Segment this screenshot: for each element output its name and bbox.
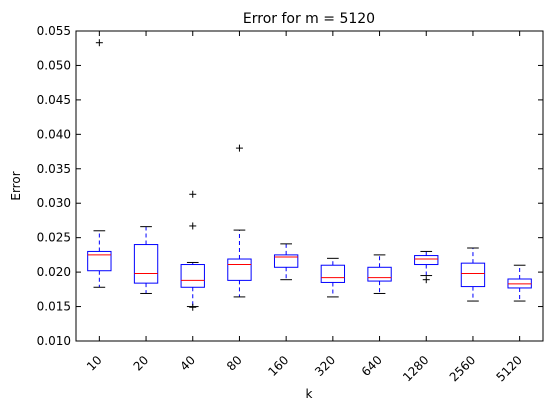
box-160 xyxy=(273,243,299,281)
iqr-box xyxy=(367,266,392,282)
box-40 xyxy=(180,190,205,311)
box-80 xyxy=(227,144,252,298)
outlier-marker xyxy=(422,276,430,284)
x-tick-label: 80 xyxy=(224,353,245,374)
box-320 xyxy=(320,257,346,298)
iqr-box xyxy=(133,244,159,284)
box-series xyxy=(87,39,532,311)
y-tick-label: 0.010 xyxy=(37,334,71,348)
y-tick-label: 0.040 xyxy=(37,127,71,141)
axis-ticks: 0.010 0.015 0.020 0.025 0.030 0.035 0.040 0.045… xyxy=(37,24,543,384)
y-tick-label: 0.055 xyxy=(37,24,71,38)
y-tick-label: 0.035 xyxy=(37,162,71,176)
x-tick-label: 10 xyxy=(84,353,105,374)
iqr-box xyxy=(180,264,205,288)
y-axis-label: Error xyxy=(9,171,23,200)
iqr-box xyxy=(273,254,299,268)
y-tick-label: 0.025 xyxy=(37,231,71,245)
y-tick-label: 0.050 xyxy=(37,58,71,72)
x-axis-label: k xyxy=(306,387,313,401)
outlier-marker xyxy=(189,303,197,311)
box-20 xyxy=(133,226,159,294)
outlier-marker xyxy=(95,39,103,47)
chart-title: Error for m = 5120 xyxy=(243,11,375,27)
iqr-box xyxy=(227,258,252,281)
y-tick-label: 0.015 xyxy=(37,300,71,314)
box-1280 xyxy=(414,250,439,284)
outlier-marker xyxy=(189,222,197,230)
x-tick-label: 320 xyxy=(312,353,338,379)
y-tick-label: 0.020 xyxy=(37,265,71,279)
outlier-marker xyxy=(189,190,197,198)
iqr-box xyxy=(414,255,439,266)
y-tick-label: 0.030 xyxy=(37,196,71,210)
iqr-box xyxy=(460,262,486,288)
x-tick-label: 160 xyxy=(265,353,291,379)
y-tick-label: 0.045 xyxy=(37,93,71,107)
box-640 xyxy=(367,254,392,294)
outlier-marker xyxy=(235,144,243,152)
iqr-box xyxy=(320,264,346,283)
x-tick-label: 20 xyxy=(131,353,152,374)
x-tick-label: 40 xyxy=(177,353,198,374)
x-tick-label: 1280 xyxy=(400,353,431,384)
x-tick-label: 5120 xyxy=(493,353,524,384)
plot-frame xyxy=(75,30,544,342)
box-2560 xyxy=(460,247,486,302)
box-10 xyxy=(87,39,112,288)
x-tick-label: 2560 xyxy=(447,353,478,384)
iqr-box xyxy=(87,250,112,272)
x-tick-label: 640 xyxy=(359,353,385,379)
box-5120 xyxy=(507,264,532,302)
